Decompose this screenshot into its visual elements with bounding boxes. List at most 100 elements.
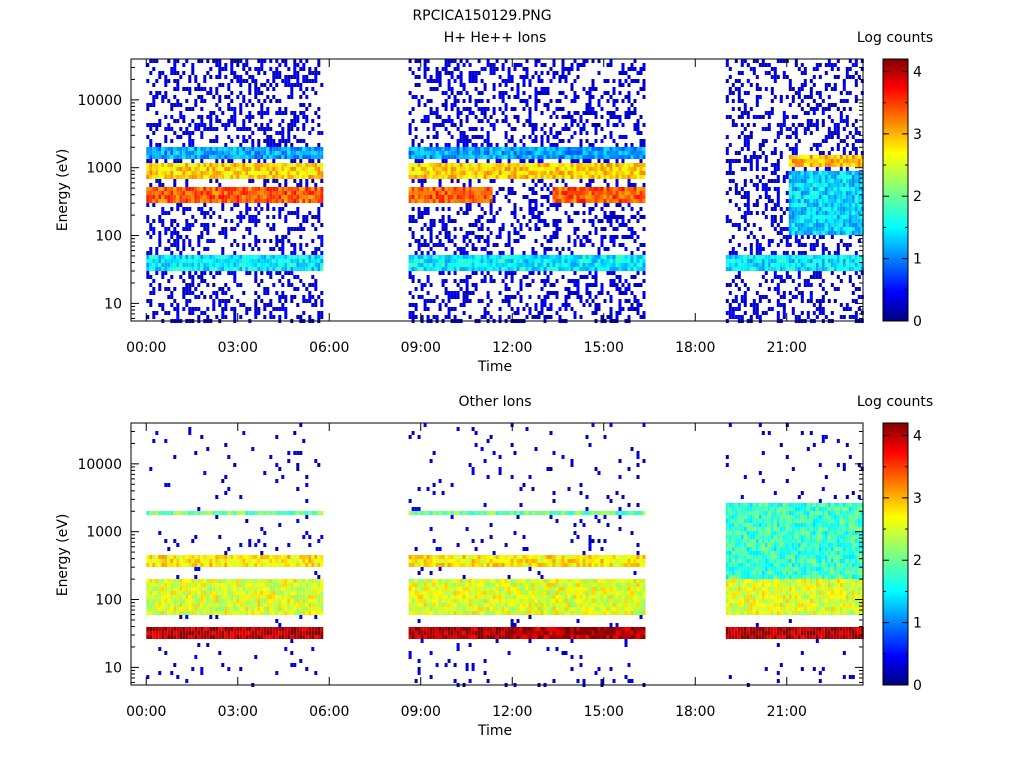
heatmap-cell	[284, 175, 288, 179]
heatmap-cell	[212, 171, 216, 175]
heatmap-cell	[263, 303, 267, 307]
heatmap-cell	[465, 139, 469, 143]
heatmap-cell	[435, 243, 439, 247]
heatmap-cell	[456, 267, 460, 271]
heatmap-cell	[233, 163, 237, 167]
heatmap-cell	[567, 287, 571, 291]
heatmap-cell	[188, 199, 192, 203]
heatmap-cell	[779, 127, 783, 131]
heatmap-cell	[609, 299, 613, 303]
heatmap-cell	[474, 195, 478, 199]
heatmap-cell	[236, 175, 240, 179]
heatmap-cell	[767, 71, 771, 75]
heatmap-cell	[176, 311, 180, 315]
heatmap-cell	[516, 307, 520, 311]
heatmap-cell	[218, 167, 222, 171]
heatmap-cell	[224, 255, 228, 259]
heatmap-cell	[519, 287, 523, 291]
heatmap-cell	[504, 243, 508, 247]
heatmap-cell	[167, 163, 171, 167]
heatmap-cell	[504, 131, 508, 135]
heatmap-cell	[618, 259, 622, 263]
heatmap-cell	[633, 107, 637, 111]
heatmap-cell	[281, 247, 285, 251]
heatmap-cell	[167, 295, 171, 299]
heatmap-cell	[185, 263, 189, 267]
heatmap-cell	[588, 95, 592, 99]
heatmap-cell	[438, 199, 442, 203]
heatmap-cell	[776, 243, 780, 247]
heatmap-cell	[447, 175, 451, 179]
heatmap-cell	[239, 103, 243, 107]
heatmap-cell	[158, 163, 162, 167]
heatmap-cell	[540, 143, 544, 147]
heatmap-cell	[290, 95, 294, 99]
heatmap-cell	[624, 247, 628, 251]
heatmap-cell	[170, 235, 174, 239]
heatmap-cell	[212, 303, 216, 307]
heatmap-cell	[254, 315, 258, 319]
heatmap-cell	[522, 195, 526, 199]
heatmap-cell	[414, 127, 418, 131]
heatmap-cell	[746, 207, 750, 211]
heatmap-cell	[236, 151, 240, 155]
heatmap-cell	[570, 99, 574, 103]
heatmap-cell	[290, 187, 294, 191]
heatmap-cell	[594, 215, 598, 219]
heatmap-cell	[633, 299, 637, 303]
heatmap-cell	[755, 155, 759, 159]
heatmap-cell	[609, 199, 613, 203]
heatmap-cell	[522, 99, 526, 103]
heatmap-cell	[308, 259, 312, 263]
heatmap-cell	[591, 255, 595, 259]
heatmap-cell	[233, 263, 237, 267]
heatmap-cell	[621, 71, 625, 75]
heatmap-cell	[552, 267, 556, 271]
heatmap-cell	[633, 111, 637, 115]
heatmap-cell	[269, 135, 273, 139]
heatmap-cell	[435, 67, 439, 71]
heatmap-cell	[203, 311, 207, 315]
heatmap-cell	[588, 111, 592, 115]
heatmap-cell	[251, 219, 255, 223]
heatmap-cell	[146, 263, 150, 267]
heatmap-cell	[582, 263, 586, 267]
heatmap-cell	[764, 159, 768, 163]
heatmap-cell	[776, 203, 780, 207]
heatmap-cell	[737, 307, 741, 311]
heatmap-cell	[423, 171, 427, 175]
heatmap-cell	[552, 219, 556, 223]
heatmap-cell	[450, 175, 454, 179]
heatmap-cell	[224, 167, 228, 171]
heatmap-cell	[492, 195, 496, 199]
heatmap-cell	[290, 143, 294, 147]
heatmap-cell	[507, 259, 511, 263]
heatmap-cell	[743, 211, 747, 215]
heatmap-cell	[573, 239, 577, 243]
heatmap-cell	[453, 219, 457, 223]
heatmap-cell	[570, 171, 574, 175]
heatmap-cell	[164, 195, 168, 199]
heatmap-cell	[519, 147, 523, 151]
heatmap-cell	[281, 207, 285, 211]
heatmap-cell	[483, 115, 487, 119]
heatmap-cell	[257, 171, 261, 175]
heatmap-cell	[209, 175, 213, 179]
heatmap-cell	[224, 95, 228, 99]
heatmap-cell	[314, 287, 318, 291]
heatmap-cell	[173, 199, 177, 203]
heatmap-cell	[293, 251, 297, 255]
heatmap-cell	[233, 267, 237, 271]
heatmap-cell	[606, 111, 610, 115]
heatmap-cell	[597, 155, 601, 159]
heatmap-cell	[200, 151, 204, 155]
heatmap-cell	[438, 259, 442, 263]
heatmap-cell	[302, 171, 306, 175]
heatmap-cell	[749, 303, 753, 307]
heatmap-cell	[164, 127, 168, 131]
heatmap-cell	[254, 151, 258, 155]
heatmap-cell	[519, 263, 523, 267]
heatmap-cell	[173, 255, 177, 259]
heatmap-cell	[471, 155, 475, 159]
heatmap-cell	[576, 295, 580, 299]
